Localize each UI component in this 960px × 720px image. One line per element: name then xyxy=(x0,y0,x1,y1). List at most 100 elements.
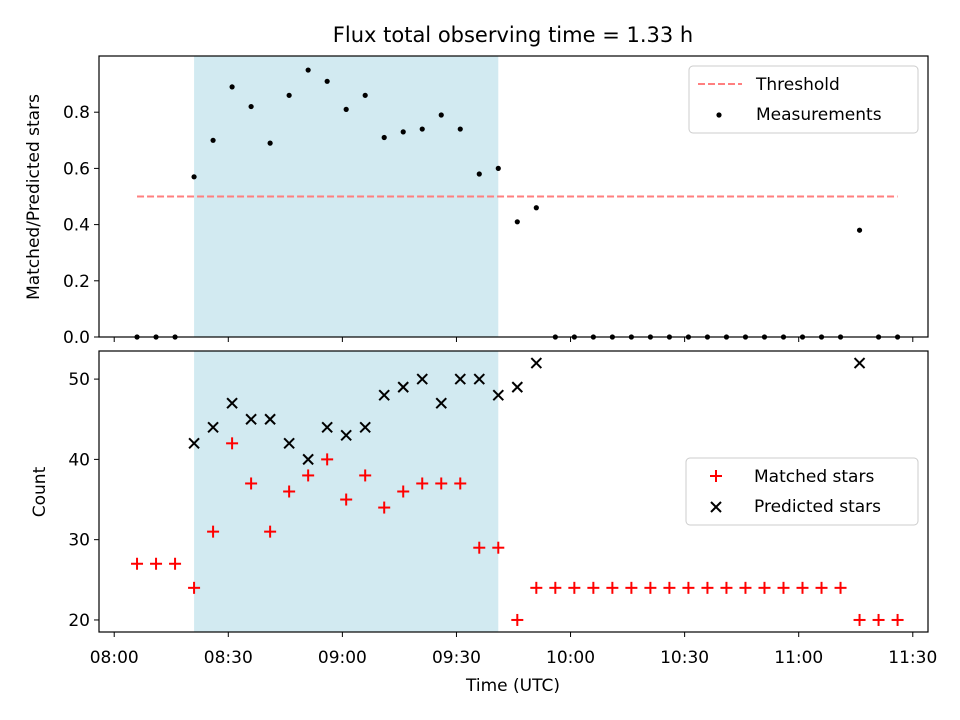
matched-stars-legend-marker xyxy=(710,470,722,482)
predicted-stars-point xyxy=(397,381,409,393)
top-chart-title: Flux total observing time = 1.33 h xyxy=(333,23,693,47)
measurements-point xyxy=(210,137,216,143)
top-y-tick-label: 0.4 xyxy=(63,216,90,236)
bottom-x-axis-label: Time (UTC) xyxy=(465,676,560,696)
bottom-y-tick-label: 40 xyxy=(68,450,90,470)
predicted-stars-point xyxy=(245,413,257,425)
predicted-stars-point xyxy=(378,389,390,401)
top-axes-frame xyxy=(98,55,929,338)
measurements-point xyxy=(286,92,292,98)
matched-stars-point xyxy=(416,477,429,490)
measurements-point xyxy=(495,165,501,171)
top-y-tick-label: 0.8 xyxy=(63,103,90,123)
matched-stars-point xyxy=(872,613,885,626)
matched-stars-legend-label: Matched stars xyxy=(754,467,874,487)
measurements-legend-marker xyxy=(716,112,722,118)
predicted-stars-point xyxy=(530,357,543,369)
predicted-stars-point xyxy=(492,389,504,401)
measurements-point xyxy=(419,126,425,132)
measurements-point xyxy=(457,126,463,132)
matched-stars-point xyxy=(644,581,657,594)
matched-stars-point xyxy=(720,581,733,594)
bottom-y-axis-label: Count xyxy=(30,466,50,517)
bottom-x-tick-label: 11:00 xyxy=(774,648,823,668)
measurements-point xyxy=(267,140,273,146)
predicted-stars-legend-marker xyxy=(710,501,722,513)
predicted-stars-point xyxy=(321,421,333,433)
matched-stars-point xyxy=(340,493,353,506)
matched-stars-point xyxy=(663,581,676,594)
matched-stars-point xyxy=(473,541,486,554)
matched-stars-point xyxy=(245,477,258,490)
bottom-x-tick-label: 08:00 xyxy=(90,648,139,668)
matched-stars-point xyxy=(359,469,372,482)
matched-stars-point xyxy=(891,613,904,626)
measurements-point xyxy=(191,174,197,180)
predicted-stars-point xyxy=(359,421,371,433)
matched-stars-point xyxy=(530,581,543,594)
matched-stars-point xyxy=(834,581,847,594)
top-y-tick-label: 0.2 xyxy=(63,272,90,292)
top-y-tick-label: 0.6 xyxy=(63,159,90,179)
matched-stars-point xyxy=(283,485,296,498)
predicted-stars-point xyxy=(473,373,485,385)
top-y-axis-label: Matched/Predicted stars xyxy=(24,94,44,300)
matched-stars-point xyxy=(131,557,144,570)
predicted-stars-point xyxy=(207,421,219,433)
predicted-stars-point xyxy=(416,373,428,385)
matched-stars-point xyxy=(264,525,277,538)
measurements-point xyxy=(400,129,406,135)
predicted-stars-point xyxy=(511,381,524,393)
threshold-legend-label: Threshold xyxy=(755,75,840,95)
measurements-point xyxy=(343,106,349,112)
measurements-point xyxy=(381,134,387,141)
matched-stars-point xyxy=(625,581,638,594)
predicted-stars-point xyxy=(283,437,295,450)
matched-stars-point xyxy=(435,477,448,490)
matched-stars-point xyxy=(150,557,163,570)
measurements-point xyxy=(856,227,863,233)
measurements-point xyxy=(476,171,482,177)
matched-stars-point xyxy=(568,581,581,594)
bottom-y-tick-label: 30 xyxy=(68,531,90,551)
bottom-legend-box xyxy=(685,457,919,526)
bottom-legend: Matched stars Predicted stars xyxy=(685,457,919,526)
matched-stars-point xyxy=(853,613,866,626)
predicted-stars-point xyxy=(188,437,200,450)
matched-stars-point xyxy=(188,581,201,594)
matched-stars-point xyxy=(321,453,334,466)
measurements-point xyxy=(438,112,444,118)
bottom-x-tick-label: 10:30 xyxy=(660,648,709,668)
measurements-point xyxy=(324,78,330,84)
measurements-point xyxy=(362,92,368,98)
predicted-stars-point xyxy=(302,453,314,466)
matched-stars-point xyxy=(739,581,752,594)
measurements-point xyxy=(248,103,254,110)
matched-stars-point xyxy=(777,581,790,594)
top-panel: 0.0 0.2 0.4 0.6 0.8 Flux total observing tim… xyxy=(24,23,929,348)
matched-stars-point xyxy=(606,581,619,594)
top-y-tick-label: 0.0 xyxy=(63,328,90,348)
matched-stars-point xyxy=(226,437,239,450)
matched-stars-point xyxy=(169,557,182,570)
top-legend: Threshold Measurements xyxy=(688,65,919,134)
bottom-x-tick-label: 09:30 xyxy=(432,648,481,668)
predicted-stars-point xyxy=(340,429,352,442)
predicted-stars-point xyxy=(454,373,466,385)
bottom-y-tick-label: 50 xyxy=(68,370,90,390)
matched-stars-point xyxy=(397,485,410,498)
predicted-stars-legend-label: Predicted stars xyxy=(754,497,881,517)
top-legend-box xyxy=(688,65,919,134)
bottom-x-tick-label: 11:30 xyxy=(888,648,937,668)
matched-stars-point xyxy=(587,581,600,594)
matched-stars-point xyxy=(492,541,505,554)
measurements-point xyxy=(514,219,520,225)
measurements-point xyxy=(533,205,539,211)
matched-stars-point xyxy=(815,581,828,594)
matched-stars-point xyxy=(796,581,809,594)
predicted-stars-point xyxy=(226,397,238,409)
predicted-stars-point xyxy=(264,413,276,425)
matched-stars-point xyxy=(701,581,714,594)
bottom-panel: 20 30 40 50 08:00 08:30 09:00 09:30 10:00 10:30 1… xyxy=(30,350,937,696)
